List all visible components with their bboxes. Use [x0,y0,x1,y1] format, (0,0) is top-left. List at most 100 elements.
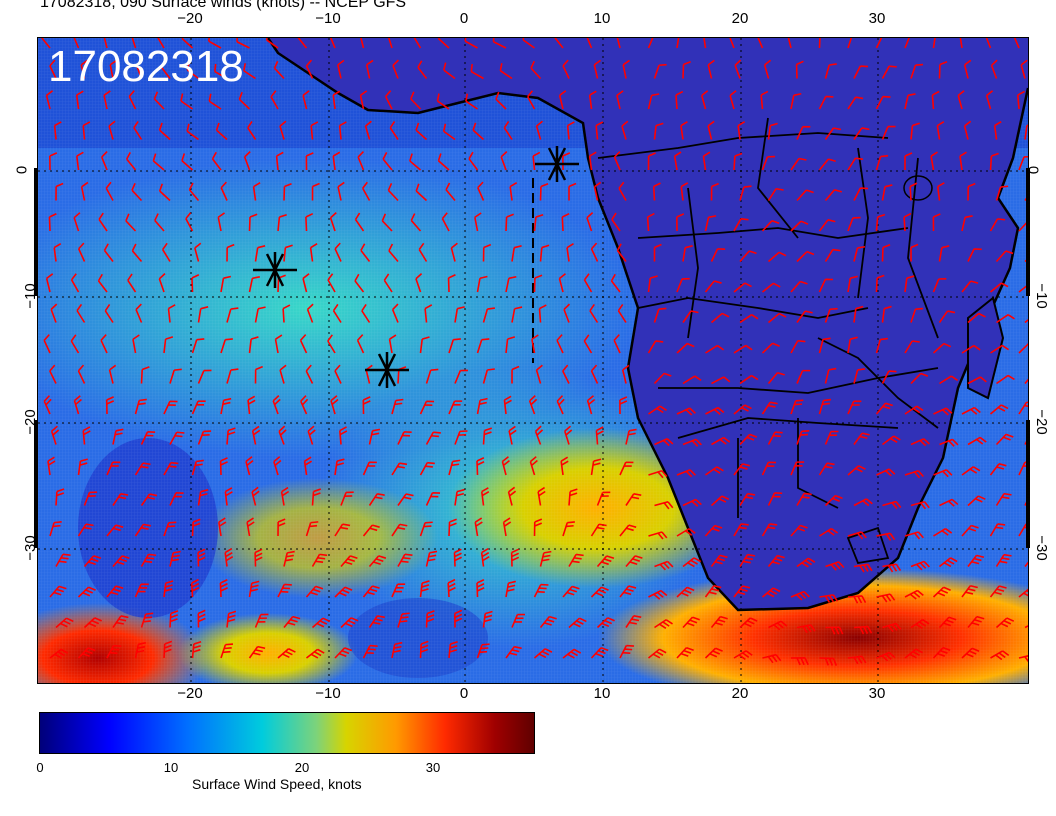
wind-barb [109,59,117,79]
wind-barb [482,610,493,628]
wind-barb [647,340,664,354]
wind-barb [733,523,749,537]
wind-barb [211,151,222,171]
wind-barb [277,518,286,537]
wind-barb [761,461,777,476]
wind-barb [53,121,62,140]
lon-tick-top: 0 [459,10,469,27]
wind-barb [995,492,1012,506]
wind-barb [560,456,569,476]
wind-barb [625,615,642,628]
wind-barb [682,557,702,568]
wind-barb [112,428,124,445]
wind-barb [728,38,735,49]
wind-barb [790,524,808,537]
wind-barb [882,622,902,633]
wind-barb [425,492,441,506]
wind-barb [356,334,365,354]
wind-barb [453,548,463,567]
lon-tick-bottom: 30 [868,685,886,702]
wind-map [37,37,1029,684]
wind-barb [710,615,728,629]
wind-barb [653,243,662,262]
wind-barb [226,307,239,323]
wind-barb [415,273,423,293]
wind-barb [676,469,696,478]
wind-barb [961,584,978,598]
wind-barb [505,645,522,659]
wind-barb [825,561,845,571]
wind-barb [625,428,637,445]
wind-barb [217,212,225,232]
wind-barb [80,59,88,79]
wind-barb [362,585,380,598]
wind-barb [705,466,724,476]
wind-barb [505,336,516,354]
wind-barb [767,187,784,201]
wind-barb [933,407,953,416]
wind-barb [105,181,114,201]
wind-barbs [40,38,1028,666]
wind-barb [82,426,91,445]
wind-barb [500,151,508,171]
wind-barb [135,303,143,323]
wind-barb [55,553,71,567]
wind-barb [847,157,864,171]
wind-barb [590,586,609,598]
wind-barb [112,555,130,568]
wind-barb [169,431,185,445]
wind-barb [586,212,594,232]
wind-barb [733,282,752,293]
wind-barb [760,90,769,110]
wind-barb [989,152,999,171]
wind-barb [795,60,804,79]
wind-barb [904,405,924,415]
lat-tick-left: 0 [13,165,31,175]
wind-barb [40,38,51,49]
wind-barb [558,273,566,293]
wind-barb [876,593,896,603]
wind-barb [653,63,667,79]
wind-barb [454,609,463,628]
wind-barb [904,469,924,479]
wind-barb [796,624,816,634]
wind-barb [509,182,518,201]
wind-barb [881,125,896,140]
wind-barb [247,121,257,140]
wind-barb [910,618,930,629]
wind-barb [425,431,441,445]
wind-barb [733,650,753,661]
wind-barb [43,334,51,354]
wind-barb [819,657,838,666]
wind-barb [511,306,523,323]
wind-barb [49,364,57,384]
wind-barb [76,303,86,323]
wind-barb [83,617,102,629]
wind-barb [824,307,838,323]
wind-barb [1018,654,1028,664]
wind-barb [45,273,54,293]
wind-barb [613,334,621,354]
wind-barb [583,273,593,293]
wind-barb [108,364,117,384]
wind-barb [306,648,325,659]
wind-barb [932,278,947,293]
wind-barb [299,334,308,354]
wind-barb [910,63,924,79]
lon-tick-top: −20 [177,10,203,27]
wind-barb [653,122,664,140]
wind-barb [126,151,137,171]
wind-barb [818,278,834,293]
wind-barb [283,550,295,567]
wind-barb [622,59,630,79]
wind-barb [415,122,428,141]
lon-tick-bottom: 10 [593,685,611,702]
wind-barb [939,498,959,507]
wind-barb [106,644,122,659]
chart-title: 17082318, 090 Surface winds (knots) -- N… [40,0,407,11]
wind-barb [482,243,492,262]
lake-victoria [903,175,933,201]
country-borders [597,117,939,565]
wind-barb [254,365,263,384]
wind-barb [767,431,783,445]
